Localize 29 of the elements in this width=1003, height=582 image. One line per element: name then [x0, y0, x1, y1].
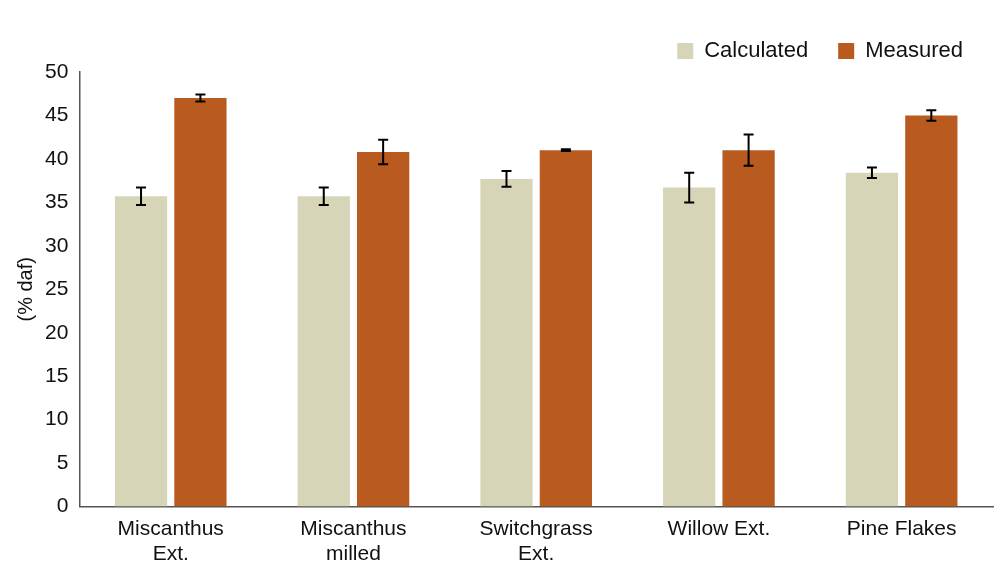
bar [480, 178, 533, 507]
x-tick-label: Switchgrass Ext. [479, 516, 593, 565]
bar [114, 196, 168, 507]
y-tick-label: 40 [45, 145, 69, 169]
bar [174, 98, 227, 507]
y-tick-label: 30 [45, 232, 69, 256]
x-tick-label: Miscanthus Ext. [117, 516, 224, 565]
x-tick-label: Pine Flakes [846, 516, 957, 539]
y-tick-label: 20 [45, 319, 69, 343]
bar [297, 196, 350, 507]
y-tick-label: 10 [45, 406, 69, 430]
y-tick-label: 35 [45, 189, 69, 213]
bar [905, 115, 958, 507]
bar [357, 151, 410, 507]
bar [722, 150, 775, 507]
x-tick-label: Willow Ext. [667, 516, 771, 539]
legend-label: Calculated [704, 37, 809, 63]
bar [845, 172, 899, 507]
x-tick-label: Miscanthus milled [300, 516, 407, 565]
y-axis-title: (% daf) [13, 257, 36, 322]
bar [539, 150, 592, 507]
y-tick-label: 15 [45, 363, 69, 387]
y-tick-label: 25 [45, 276, 69, 300]
y-tick-label: 50 [45, 58, 69, 82]
legend-label: Measured [865, 37, 964, 63]
y-tick-label: 5 [56, 449, 69, 473]
y-tick-label: 0 [56, 493, 69, 517]
bar [663, 187, 716, 507]
y-tick-label: 45 [45, 102, 69, 126]
